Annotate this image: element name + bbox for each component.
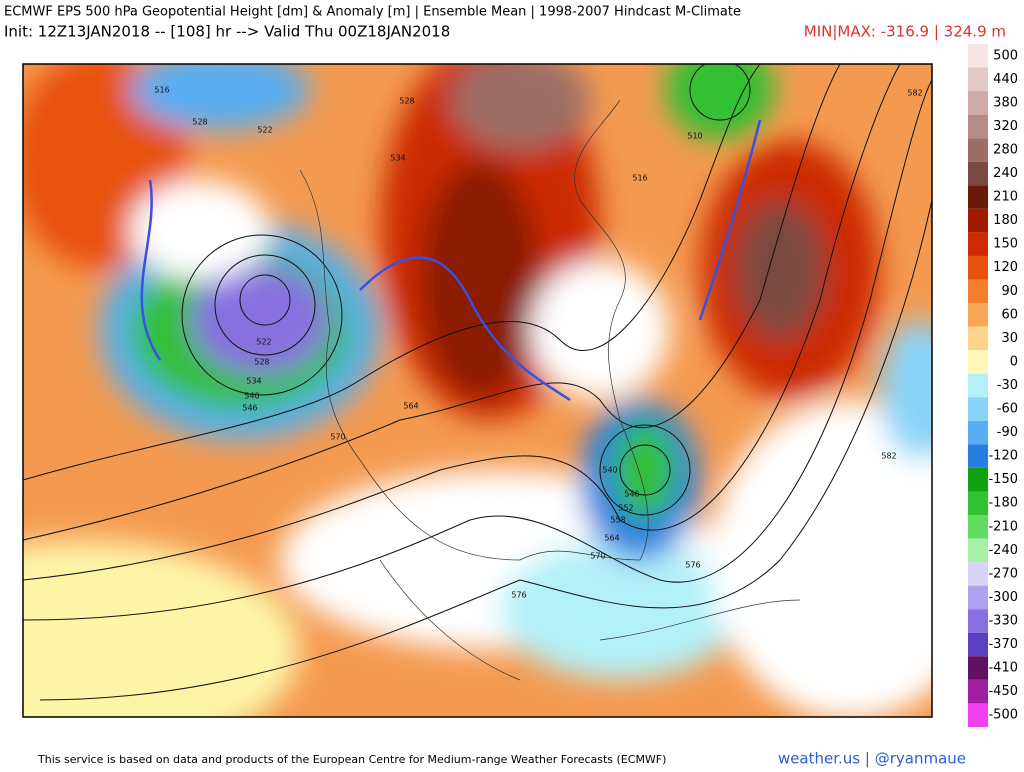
colorbar-cell (968, 350, 988, 374)
colorbar-label: -410 (988, 661, 1018, 676)
contour-label: 582 (881, 452, 896, 461)
colorbar-label: -210 (988, 519, 1018, 534)
colorbar-cell (968, 467, 988, 492)
colorbar-cell (968, 326, 988, 351)
contour-label: 582 (907, 89, 922, 98)
contour-label: 576 (685, 561, 700, 570)
colorbar-cell (968, 303, 988, 327)
colorbar-label: 280 (993, 142, 1018, 157)
colorbar-cell (968, 703, 988, 727)
colorbar-label: 380 (993, 95, 1018, 110)
colorbar-cell (968, 632, 988, 657)
contour-label: 534 (246, 377, 261, 386)
colorbar-cell (968, 161, 988, 186)
contour-label: 564 (403, 402, 418, 411)
colorbar-label: -370 (988, 637, 1018, 652)
credit: This service is based on data and produc… (37, 753, 666, 766)
colorbar-cell (968, 585, 988, 610)
colorbar-cell (968, 538, 988, 563)
colorbar-label: 90 (1001, 284, 1018, 299)
colorbar-cell (968, 232, 988, 256)
colorbar-label: 440 (993, 72, 1018, 87)
contour-label: 546 (242, 404, 257, 413)
colorbar-label: 180 (993, 213, 1018, 228)
colorbar-label: -330 (988, 613, 1018, 628)
height-contours (23, 64, 932, 701)
colorbar-label: -30 (997, 378, 1018, 393)
colorbar-label: -150 (988, 472, 1018, 487)
colorbar-label: -300 (988, 590, 1018, 605)
colorbar-cell (968, 373, 988, 398)
coastlines (299, 99, 801, 681)
colorbar-label: 500 (993, 48, 1018, 63)
contour-label: 528 (399, 97, 414, 106)
colorbar-label: -450 (988, 684, 1018, 699)
colorbar-cell (968, 397, 988, 421)
colorbar-cell (968, 255, 988, 280)
contour-label: 540 (602, 466, 617, 475)
colorbar-label: 210 (993, 190, 1018, 205)
colorbar-label: 150 (993, 237, 1018, 252)
colorbar-cell (968, 420, 988, 445)
colorbar-cell (968, 515, 988, 539)
colorbar-cell (968, 444, 988, 468)
colorbar-cell (968, 185, 988, 209)
colorbar-cell (968, 114, 988, 139)
contour-label: 522 (256, 338, 271, 347)
contour-label: 516 (632, 174, 647, 183)
contour-label: 546 (624, 490, 639, 499)
colorbar-cell (968, 609, 988, 633)
map-frame (22, 63, 933, 718)
contour-label: 534 (390, 154, 405, 163)
colorbar-cell (968, 44, 988, 68)
contour-label: 528 (192, 118, 207, 127)
colorbar-cell (968, 138, 988, 162)
colorbar-label: -60 (997, 402, 1018, 417)
contour-label: 516 (154, 86, 169, 95)
contour-label: 522 (257, 126, 272, 135)
colorbar-label: 120 (993, 260, 1018, 275)
colorbar-cell (968, 67, 988, 92)
colorbar-label: -180 (988, 496, 1018, 511)
colorbar: 500 440 380 320 280 240 210 180 150 120 90 60 30 0 -30… (968, 44, 1018, 727)
contour-label: 558 (610, 516, 625, 525)
colorbar-label: -240 (988, 543, 1018, 558)
contour-label: 540 (244, 392, 259, 401)
map: 516 528 522 534 528 510 516 582 522 528 534 540 546 5… (23, 64, 932, 717)
contour-label: 528 (254, 358, 269, 367)
contour-label: 552 (618, 504, 633, 513)
colorbar-cell (968, 491, 988, 515)
colorbar-cell (968, 679, 988, 704)
contour-label: 570 (330, 433, 345, 442)
colorbar-label: 0 (1010, 354, 1018, 369)
init-line: Init: 12Z13JAN2018 -- [108] hr --> Valid… (4, 23, 450, 41)
colorbar-label: -270 (988, 566, 1018, 581)
colorbar-label: -500 (988, 708, 1018, 723)
contour-label: 510 (687, 132, 702, 141)
colorbar-cell (968, 656, 988, 680)
colorbar-label: 240 (993, 166, 1018, 181)
colorbar-label: -120 (988, 449, 1018, 464)
contour-label: 570 (590, 552, 605, 561)
colorbar-label: -90 (997, 425, 1018, 440)
colorbar-cell (968, 91, 988, 115)
colorbar-cell (968, 562, 988, 586)
title: ECMWF EPS 500 hPa Geopotential Height [d… (4, 5, 741, 20)
contour-label: 576 (511, 591, 526, 600)
colorbar-cell (968, 279, 988, 304)
min-max: MIN|MAX: -316.9 | 324.9 m (804, 23, 1006, 41)
colorbar-cell (968, 208, 988, 233)
contour-label: 564 (604, 534, 619, 543)
colorbar-label: 30 (1001, 331, 1018, 346)
colorbar-label: 320 (993, 119, 1018, 134)
brand: weather.us | @ryanmaue (778, 750, 966, 768)
colorbar-label: 60 (1001, 307, 1018, 322)
